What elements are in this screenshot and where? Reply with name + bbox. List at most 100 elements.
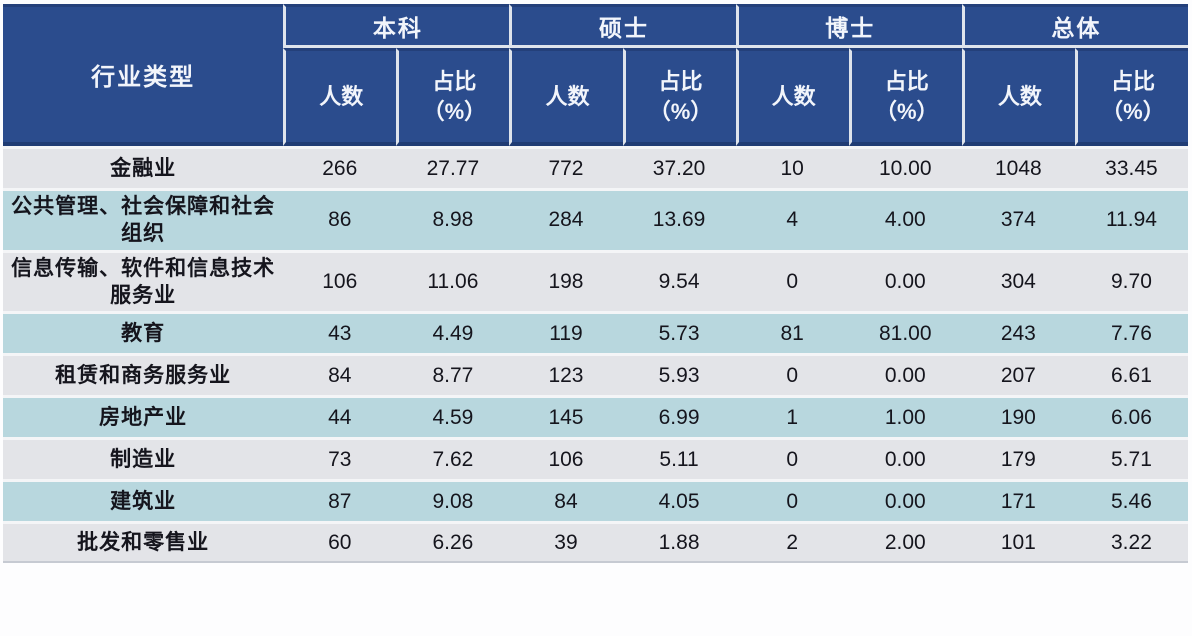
- sub-header-count: 人数: [735, 48, 849, 146]
- value-cell: 2.00: [848, 521, 962, 564]
- value-cell: 119: [509, 311, 623, 354]
- industry-cell: 金融业: [3, 146, 284, 188]
- value-cell: 87: [283, 479, 397, 522]
- value-cell: 4.49: [396, 311, 510, 354]
- industry-cell: 批发和零售业: [3, 521, 284, 564]
- value-cell: 60: [283, 521, 397, 564]
- value-cell: 7.62: [396, 437, 510, 480]
- value-cell: 207: [961, 353, 1075, 396]
- value-cell: 198: [509, 249, 623, 312]
- value-cell: 0: [735, 249, 849, 312]
- value-cell: 284: [509, 188, 623, 250]
- value-cell: 179: [961, 437, 1075, 480]
- value-cell: 11.06: [396, 249, 510, 312]
- value-cell: 39: [509, 521, 623, 564]
- industry-cell: 制造业: [3, 437, 284, 480]
- value-cell: 3.22: [1074, 521, 1188, 564]
- table-row: 金融业 266 27.77 772 37.20 10 10.00 1048 33…: [3, 146, 1188, 188]
- value-cell: 8.98: [396, 188, 510, 250]
- percent-label-line2: （%）: [874, 98, 939, 124]
- value-cell: 33.45: [1074, 146, 1188, 188]
- value-cell: 43: [283, 311, 397, 354]
- percent-label-line1: 占比: [658, 68, 703, 94]
- group-header-master: 硕士: [509, 4, 736, 48]
- percent-label-line1: 占比: [884, 68, 929, 94]
- value-cell: 6.06: [1074, 395, 1188, 438]
- table-row: 租赁和商务服务业 84 8.77 123 5.93 0 0.00 207 6.6…: [3, 353, 1188, 396]
- sub-header-percent: 占比 （%）: [396, 48, 510, 146]
- value-cell: 4.00: [848, 188, 962, 250]
- value-cell: 6.61: [1074, 353, 1188, 396]
- value-cell: 4.59: [396, 395, 510, 438]
- industry-cell: 房地产业: [3, 395, 284, 438]
- value-cell: 6.26: [396, 521, 510, 564]
- table-row: 公共管理、社会保障和社会组织 86 8.98 284 13.69 4 4.00 …: [3, 188, 1188, 250]
- sub-header-percent: 占比 （%）: [848, 48, 962, 146]
- value-cell: 304: [961, 249, 1075, 312]
- percent-label-line2: （%）: [1101, 98, 1165, 124]
- value-cell: 5.71: [1074, 437, 1188, 480]
- percent-label-line2: （%）: [648, 98, 713, 124]
- header-sub-row: 人数 占比 （%） 人数 占比 （%） 人数 占比 （%） 人数 占比: [3, 48, 1188, 146]
- value-cell: 190: [961, 395, 1075, 438]
- sub-header-count: 人数: [283, 48, 397, 146]
- group-header-total: 总体: [961, 4, 1188, 48]
- table-row: 教育 43 4.49 119 5.73 81 81.00 243 7.76: [3, 311, 1188, 354]
- value-cell: 106: [509, 437, 623, 480]
- sub-header-percent: 占比 （%）: [1074, 48, 1188, 146]
- value-cell: 73: [283, 437, 397, 480]
- value-cell: 4.05: [622, 479, 736, 522]
- value-cell: 101: [961, 521, 1075, 564]
- value-cell: 123: [509, 353, 623, 396]
- value-cell: 4: [735, 188, 849, 250]
- corner-header-industry-type: 行业类型: [3, 4, 284, 146]
- table-row: 批发和零售业 60 6.26 39 1.88 2 2.00 101 3.22: [3, 521, 1188, 564]
- statistics-table: 行业类型 本科 硕士 博士 总体 人数 占比 （%） 人数 占比 （%） 人数: [3, 4, 1188, 564]
- table-body: 金融业 266 27.77 772 37.20 10 10.00 1048 33…: [3, 146, 1188, 564]
- value-cell: 171: [961, 479, 1075, 522]
- value-cell: 0.00: [848, 353, 962, 396]
- table-header: 行业类型 本科 硕士 博士 总体 人数 占比 （%） 人数 占比 （%） 人数: [3, 4, 1188, 146]
- sub-header-count: 人数: [961, 48, 1075, 146]
- value-cell: 106: [283, 249, 397, 312]
- header-group-row: 行业类型 本科 硕士 博士 总体: [3, 4, 1188, 146]
- value-cell: 0: [735, 353, 849, 396]
- value-cell: 27.77: [396, 146, 510, 188]
- value-cell: 81: [735, 311, 849, 354]
- sub-header-count: 人数: [509, 48, 623, 146]
- value-cell: 0.00: [848, 437, 962, 480]
- value-cell: 84: [283, 353, 397, 396]
- industry-cell: 教育: [3, 311, 284, 354]
- value-cell: 10.00: [848, 146, 962, 188]
- industry-cell: 信息传输、软件和信息技术服务业: [3, 249, 284, 312]
- value-cell: 772: [509, 146, 623, 188]
- value-cell: 0: [735, 479, 849, 522]
- value-cell: 9.08: [396, 479, 510, 522]
- value-cell: 13.69: [622, 188, 736, 250]
- value-cell: 9.54: [622, 249, 736, 312]
- percent-label-line2: （%）: [422, 98, 487, 124]
- table-row: 制造业 73 7.62 106 5.11 0 0.00 179 5.71: [3, 437, 1188, 480]
- value-cell: 0: [735, 437, 849, 480]
- value-cell: 6.99: [622, 395, 736, 438]
- value-cell: 5.11: [622, 437, 736, 480]
- value-cell: 1048: [961, 146, 1075, 188]
- table-row: 信息传输、软件和信息技术服务业 106 11.06 198 9.54 0 0.0…: [3, 249, 1188, 312]
- value-cell: 7.76: [1074, 311, 1188, 354]
- industry-cell: 公共管理、社会保障和社会组织: [3, 188, 284, 250]
- value-cell: 8.77: [396, 353, 510, 396]
- value-cell: 374: [961, 188, 1075, 250]
- percent-label-line1: 占比: [1110, 68, 1155, 94]
- value-cell: 81.00: [848, 311, 962, 354]
- value-cell: 1.00: [848, 395, 962, 438]
- value-cell: 5.73: [622, 311, 736, 354]
- value-cell: 0.00: [848, 479, 962, 522]
- value-cell: 1: [735, 395, 849, 438]
- value-cell: 86: [283, 188, 397, 250]
- value-cell: 5.46: [1074, 479, 1188, 522]
- value-cell: 0.00: [848, 249, 962, 312]
- group-header-bachelor: 本科: [283, 4, 510, 48]
- value-cell: 1.88: [622, 521, 736, 564]
- industry-cell: 建筑业: [3, 479, 284, 522]
